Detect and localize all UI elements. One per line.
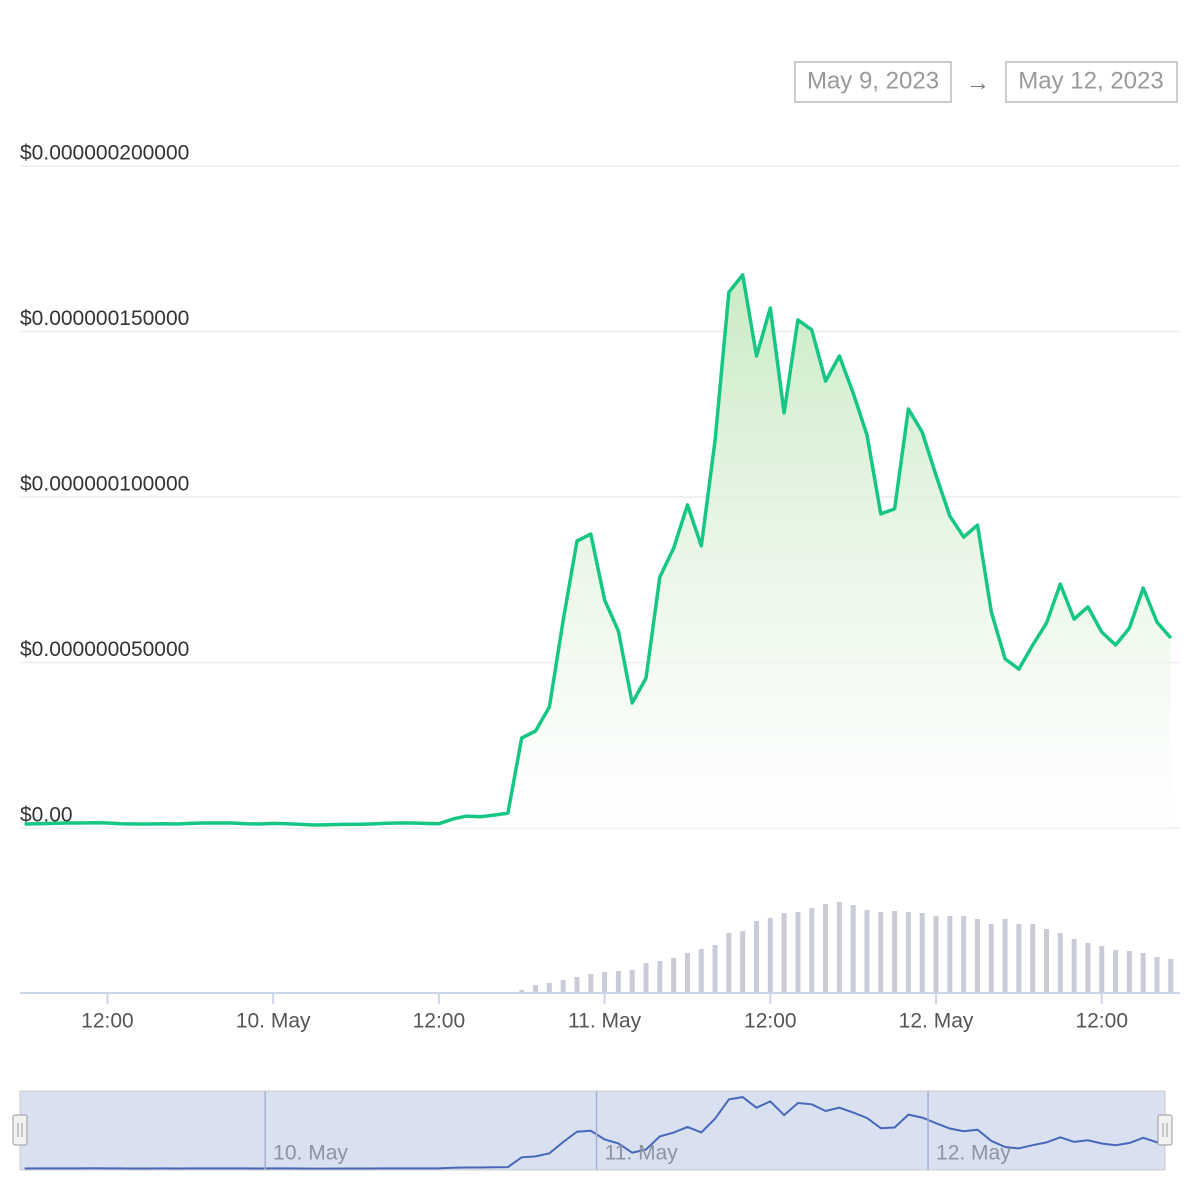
x-tick-label: 12:00 [744, 1010, 797, 1033]
volume-bar [740, 931, 746, 993]
y-tick-label: $0.000000050000 [20, 638, 189, 661]
y-tick-label: $0.000000200000 [20, 142, 189, 165]
volume-bar [574, 977, 580, 993]
navigator-handle[interactable] [1157, 1114, 1173, 1146]
volume-bar [629, 970, 635, 993]
y-tick-label: $0.000000100000 [20, 473, 189, 496]
volume-bar [961, 916, 967, 993]
area [24, 274, 1171, 828]
navigator-label: 12. May [936, 1142, 1011, 1165]
volume-bar [1140, 953, 1146, 993]
volume-bar [1044, 929, 1050, 993]
volume-bar [836, 902, 842, 993]
volume-bar [1126, 951, 1132, 993]
volume-bar [533, 985, 539, 993]
volume-bar [988, 924, 994, 993]
range-to-box[interactable] [1005, 61, 1178, 103]
x-tick-label: 12:00 [413, 1010, 466, 1033]
volume-bar [560, 980, 566, 993]
volume-bar [823, 904, 829, 993]
volume-bar [809, 908, 815, 993]
x-tick-label: 12. May [899, 1010, 974, 1033]
price-line [24, 273, 1173, 827]
volume-bar [657, 961, 663, 993]
volume-bar [615, 971, 621, 993]
y-tick-label: $0.000000150000 [20, 307, 189, 330]
y-tick-label: $0.00 [20, 804, 73, 827]
volume-bar [933, 916, 939, 993]
volume-bar [1085, 943, 1091, 993]
volume-bar [850, 905, 856, 993]
volume-bar [947, 916, 953, 993]
x-tick-label: 11. May [568, 1010, 642, 1033]
volume-bar [712, 945, 718, 993]
volume-bar [919, 913, 925, 993]
volume-bar [588, 974, 594, 993]
volume-bar [602, 972, 608, 993]
navigator-line [24, 1096, 1171, 1170]
volume-bar [684, 953, 690, 993]
volume-bar [1002, 919, 1008, 993]
x-tick-label: 12:00 [81, 1010, 134, 1033]
volume-bar [698, 949, 704, 993]
volume-bar [1057, 933, 1063, 993]
volume-bar [1168, 959, 1174, 993]
volume-bar [781, 913, 787, 993]
volume-bar [671, 958, 677, 993]
range-from-box[interactable] [794, 61, 952, 103]
volume-bar [1071, 939, 1077, 993]
volume-bar [726, 933, 732, 993]
volume-bar [1016, 924, 1022, 993]
navigator-label: 10. May [273, 1142, 348, 1165]
navigator-selection [19, 1090, 1166, 1171]
volume-bar [546, 983, 552, 993]
volume-bar [974, 919, 980, 993]
range-to[interactable]: May 12, 2023 [1018, 67, 1163, 94]
volume-bar [643, 963, 649, 993]
volume-bar [1030, 924, 1036, 993]
volume-bar [892, 911, 898, 993]
volume-bar [754, 921, 760, 993]
volume-bar [878, 912, 884, 993]
volume-bar [795, 912, 801, 993]
navigator-label: 11. May [605, 1142, 679, 1165]
volume-bar [767, 918, 773, 993]
volume-bar [519, 990, 525, 993]
volume-bar [1154, 957, 1160, 993]
x-tick-label: 10. May [236, 1010, 311, 1033]
volume-bar [1099, 946, 1105, 993]
range-arrow: → [966, 69, 990, 96]
volume-bar [864, 910, 870, 993]
x-tick-label: 12:00 [1075, 1010, 1128, 1033]
volume-bar [905, 912, 911, 993]
navigator-handle[interactable] [12, 1114, 28, 1146]
range-from[interactable]: May 9, 2023 [807, 67, 939, 94]
volume-bar [1113, 950, 1119, 993]
